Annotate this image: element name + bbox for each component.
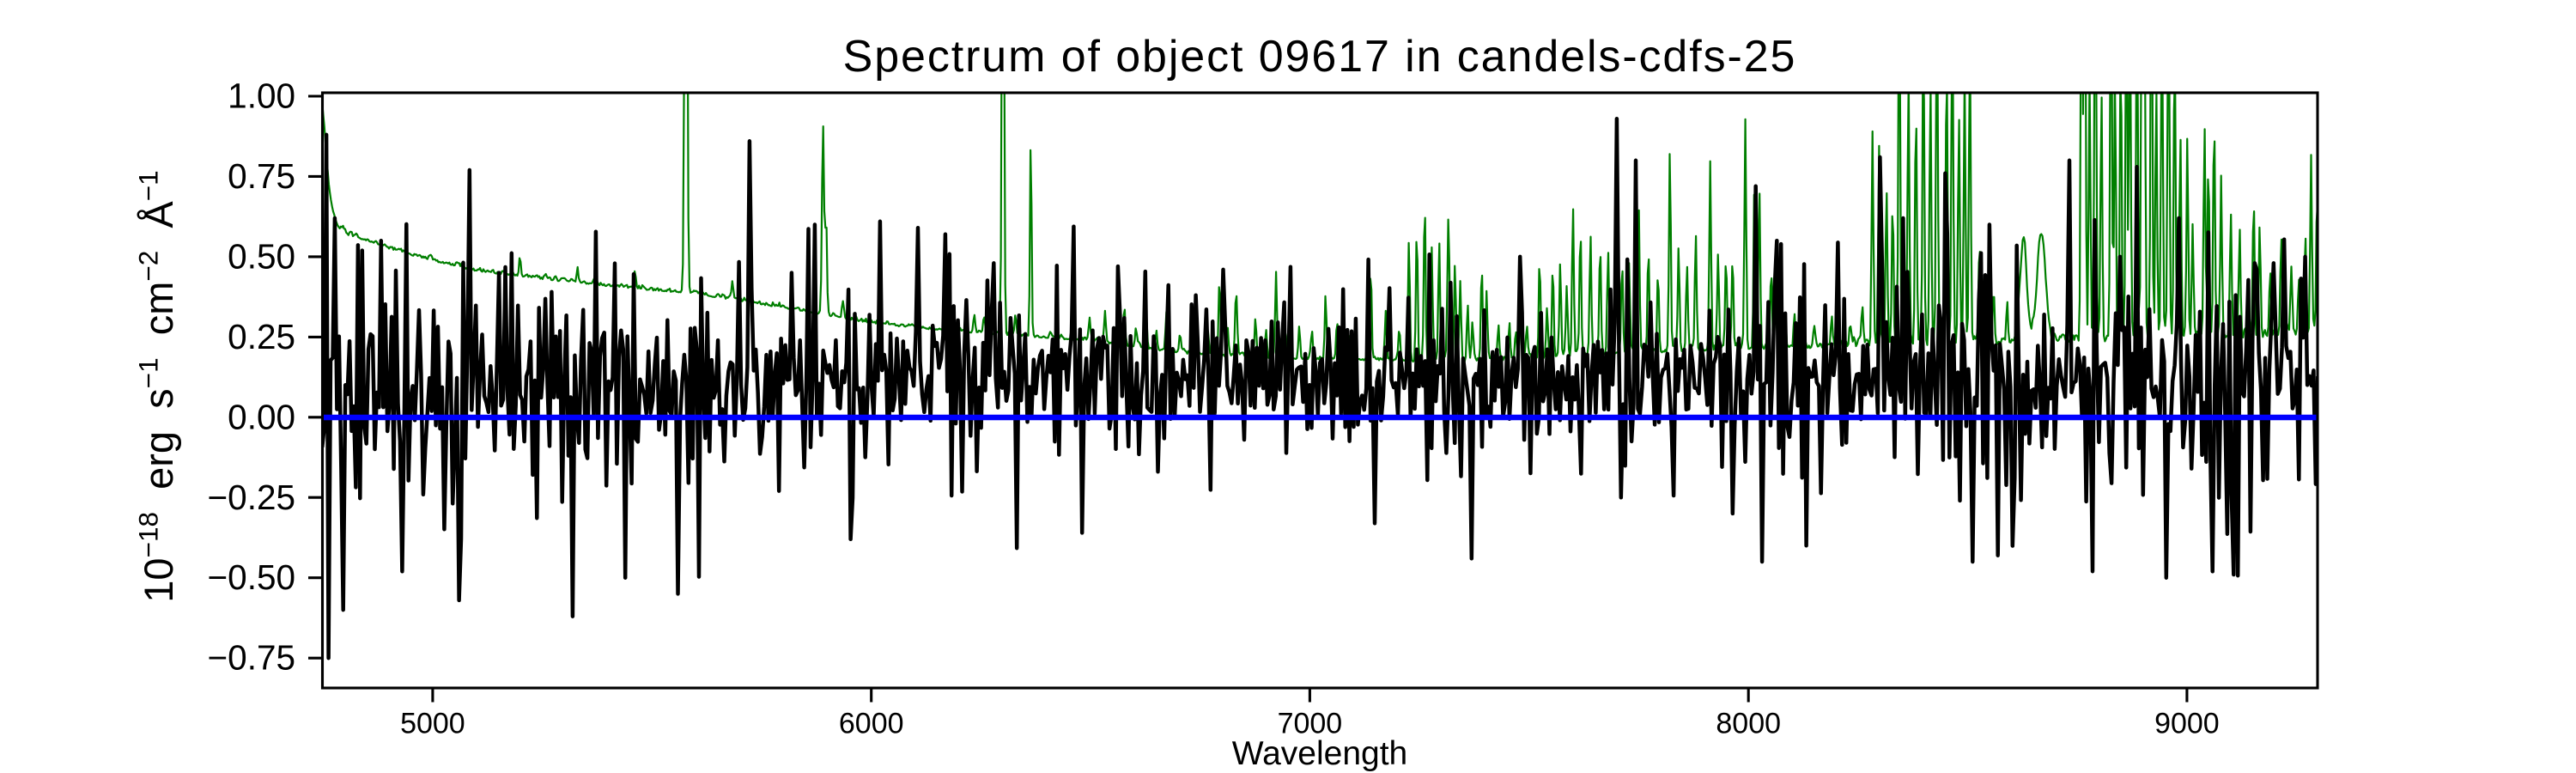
svg-text:8000: 8000 bbox=[1716, 708, 1781, 740]
svg-text:0.50: 0.50 bbox=[228, 236, 295, 276]
svg-text:0.25: 0.25 bbox=[228, 317, 295, 356]
svg-text:5000: 5000 bbox=[400, 708, 465, 740]
svg-text:7000: 7000 bbox=[1278, 708, 1343, 740]
svg-text:1.00: 1.00 bbox=[228, 76, 295, 116]
svg-text:−0.25: −0.25 bbox=[208, 478, 295, 517]
svg-text:Wavelength: Wavelength bbox=[1232, 735, 1408, 772]
svg-text:−0.50: −0.50 bbox=[208, 557, 295, 597]
svg-text:0.75: 0.75 bbox=[228, 156, 295, 196]
svg-text:9000: 9000 bbox=[2154, 708, 2220, 740]
svg-text:0.00: 0.00 bbox=[228, 397, 295, 436]
svg-text:6000: 6000 bbox=[839, 708, 904, 740]
svg-text:Spectrum of object 09617 in ca: Spectrum of object 09617 in candels-cdfs… bbox=[843, 32, 1797, 82]
svg-text:−0.75: −0.75 bbox=[208, 638, 295, 678]
